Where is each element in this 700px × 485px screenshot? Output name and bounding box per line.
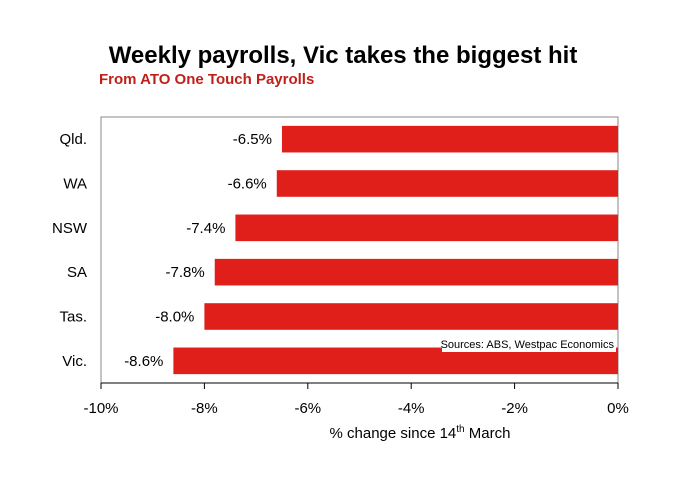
source-note: Sources: ABS, Westpac Economics xyxy=(441,339,615,351)
value-labels: -6.5% -6.6% -7.4% -7.8% -8.0% -8.6% xyxy=(124,131,272,370)
category-label: WA xyxy=(63,176,87,193)
bar-wa xyxy=(276,170,618,197)
category-label: Tas. xyxy=(59,309,87,326)
x-tick-label: -10% xyxy=(83,400,118,417)
x-tick-label: 0% xyxy=(607,400,629,417)
bar-nsw xyxy=(235,214,619,242)
category-label: SA xyxy=(67,264,87,281)
chart-subtitle: From ATO One Touch Payrolls xyxy=(99,71,314,88)
bars xyxy=(173,125,619,375)
x-axis-ticks: -10% -8% -6% -4% -2% 0% xyxy=(83,383,629,417)
x-tick-label: -4% xyxy=(398,400,425,417)
category-label: Vic. xyxy=(62,353,87,370)
value-label: -6.5% xyxy=(233,131,272,148)
category-label: Qld. xyxy=(59,131,87,148)
value-label: -7.4% xyxy=(186,220,225,237)
category-labels: Qld. WA NSW SA Tas. Vic. xyxy=(52,131,88,370)
x-axis-title: % change since 14th March xyxy=(330,424,511,442)
x-tick-label: -2% xyxy=(501,400,528,417)
source-box xyxy=(442,336,616,352)
category-label: NSW xyxy=(52,220,88,237)
value-label: -8.0% xyxy=(155,309,194,326)
bar-sa xyxy=(214,258,619,286)
x-tick-label: -8% xyxy=(191,400,218,417)
value-label: -7.8% xyxy=(166,264,205,281)
bar-tas xyxy=(204,303,618,330)
x-tick-label: -6% xyxy=(294,400,321,417)
value-label: -6.6% xyxy=(228,176,267,193)
value-label: -8.6% xyxy=(124,353,163,370)
bar-qld xyxy=(281,125,618,153)
chart-title: Weekly payrolls, Vic takes the biggest h… xyxy=(109,42,578,69)
